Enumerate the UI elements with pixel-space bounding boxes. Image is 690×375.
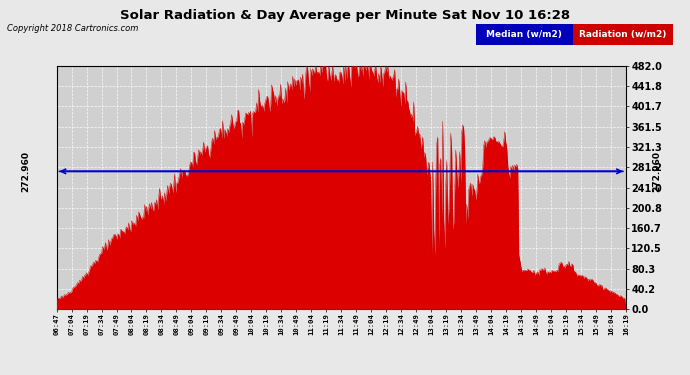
Text: Median (w/m2): Median (w/m2) xyxy=(486,30,562,39)
Text: Copyright 2018 Cartronics.com: Copyright 2018 Cartronics.com xyxy=(7,24,138,33)
Text: Solar Radiation & Day Average per Minute Sat Nov 10 16:28: Solar Radiation & Day Average per Minute… xyxy=(120,9,570,22)
Text: 272.960: 272.960 xyxy=(653,151,662,192)
Text: Radiation (w/m2): Radiation (w/m2) xyxy=(579,30,667,39)
Text: 272.960: 272.960 xyxy=(21,151,30,192)
